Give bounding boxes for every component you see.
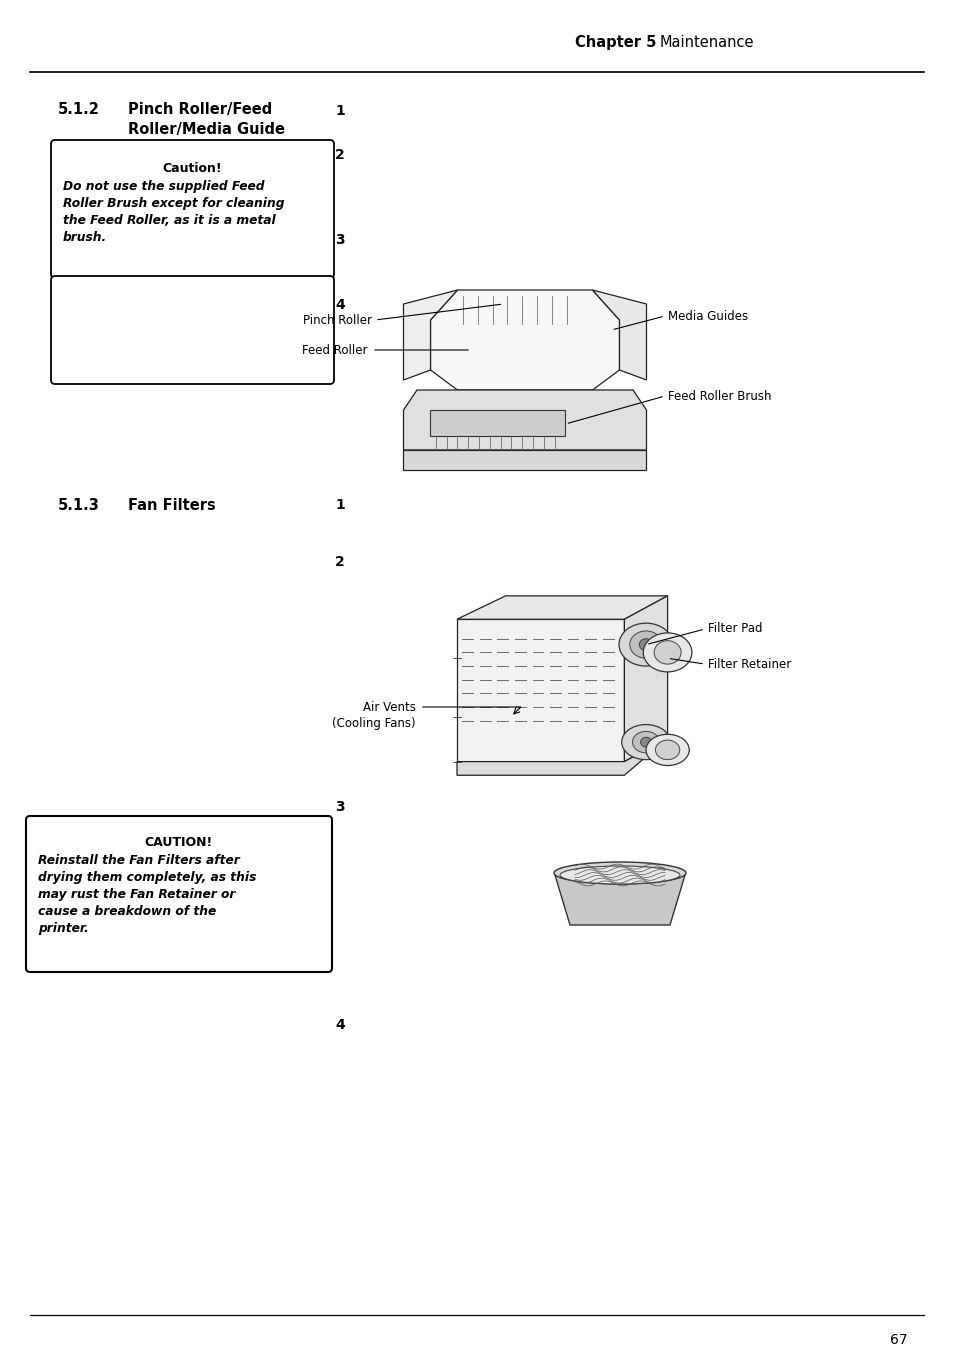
Text: brush.: brush. [63,231,107,245]
Text: Feed Roller: Feed Roller [302,343,368,357]
Text: Pinch Roller/Feed: Pinch Roller/Feed [128,101,272,118]
Text: Caution!: Caution! [163,162,222,176]
Ellipse shape [632,731,659,753]
Text: Media Guides: Media Guides [667,309,747,323]
Ellipse shape [654,640,680,665]
FancyBboxPatch shape [51,141,334,278]
Text: 5.1.3: 5.1.3 [58,499,100,513]
Ellipse shape [645,735,688,766]
Polygon shape [403,390,646,450]
FancyBboxPatch shape [51,276,334,384]
Text: may rust the Fan Retainer or: may rust the Fan Retainer or [38,888,235,901]
Text: 3: 3 [335,800,344,815]
Text: Pinch Roller: Pinch Roller [303,313,372,327]
FancyBboxPatch shape [26,816,332,971]
Polygon shape [456,596,667,619]
Ellipse shape [559,866,679,884]
Ellipse shape [639,639,652,650]
Polygon shape [456,619,624,762]
Text: Maintenance: Maintenance [659,35,754,50]
Text: 5.1.2: 5.1.2 [58,101,100,118]
Text: 2: 2 [335,149,344,162]
Text: 3: 3 [335,232,344,247]
Polygon shape [403,290,457,380]
Ellipse shape [642,632,691,671]
Ellipse shape [629,631,661,658]
Text: 1: 1 [335,499,344,512]
Polygon shape [430,290,618,390]
Text: drying them completely, as this: drying them completely, as this [38,871,256,884]
Text: cause a breakdown of the: cause a breakdown of the [38,905,216,917]
Polygon shape [403,450,646,470]
Text: Chapter 5: Chapter 5 [575,35,656,50]
Ellipse shape [655,740,679,759]
Polygon shape [456,738,667,775]
Ellipse shape [554,862,685,884]
Text: Roller/Media Guide: Roller/Media Guide [128,122,285,136]
Text: Fan Filters: Fan Filters [128,499,215,513]
Polygon shape [624,596,667,762]
Text: 4: 4 [335,299,344,312]
Text: Do not use the supplied Feed: Do not use the supplied Feed [63,180,264,193]
Text: 2: 2 [335,555,344,569]
Text: Filter Pad: Filter Pad [707,623,761,635]
Text: Roller Brush except for cleaning: Roller Brush except for cleaning [63,197,284,209]
Text: Air Vents
(Cooling Fans): Air Vents (Cooling Fans) [332,701,416,730]
Ellipse shape [621,724,670,759]
Text: CAUTION!: CAUTION! [145,836,213,848]
Text: the Feed Roller, as it is a metal: the Feed Roller, as it is a metal [63,213,275,227]
Ellipse shape [618,623,672,666]
Polygon shape [592,290,646,380]
Text: 67: 67 [889,1333,907,1347]
Polygon shape [430,409,565,436]
Polygon shape [555,875,684,925]
Text: Feed Roller Brush: Feed Roller Brush [667,389,771,403]
Text: 1: 1 [335,104,344,118]
Text: Filter Retainer: Filter Retainer [707,658,790,670]
Text: Reinstall the Fan Filters after: Reinstall the Fan Filters after [38,854,239,867]
Ellipse shape [639,738,651,747]
Text: 4: 4 [335,1019,344,1032]
Text: printer.: printer. [38,921,89,935]
